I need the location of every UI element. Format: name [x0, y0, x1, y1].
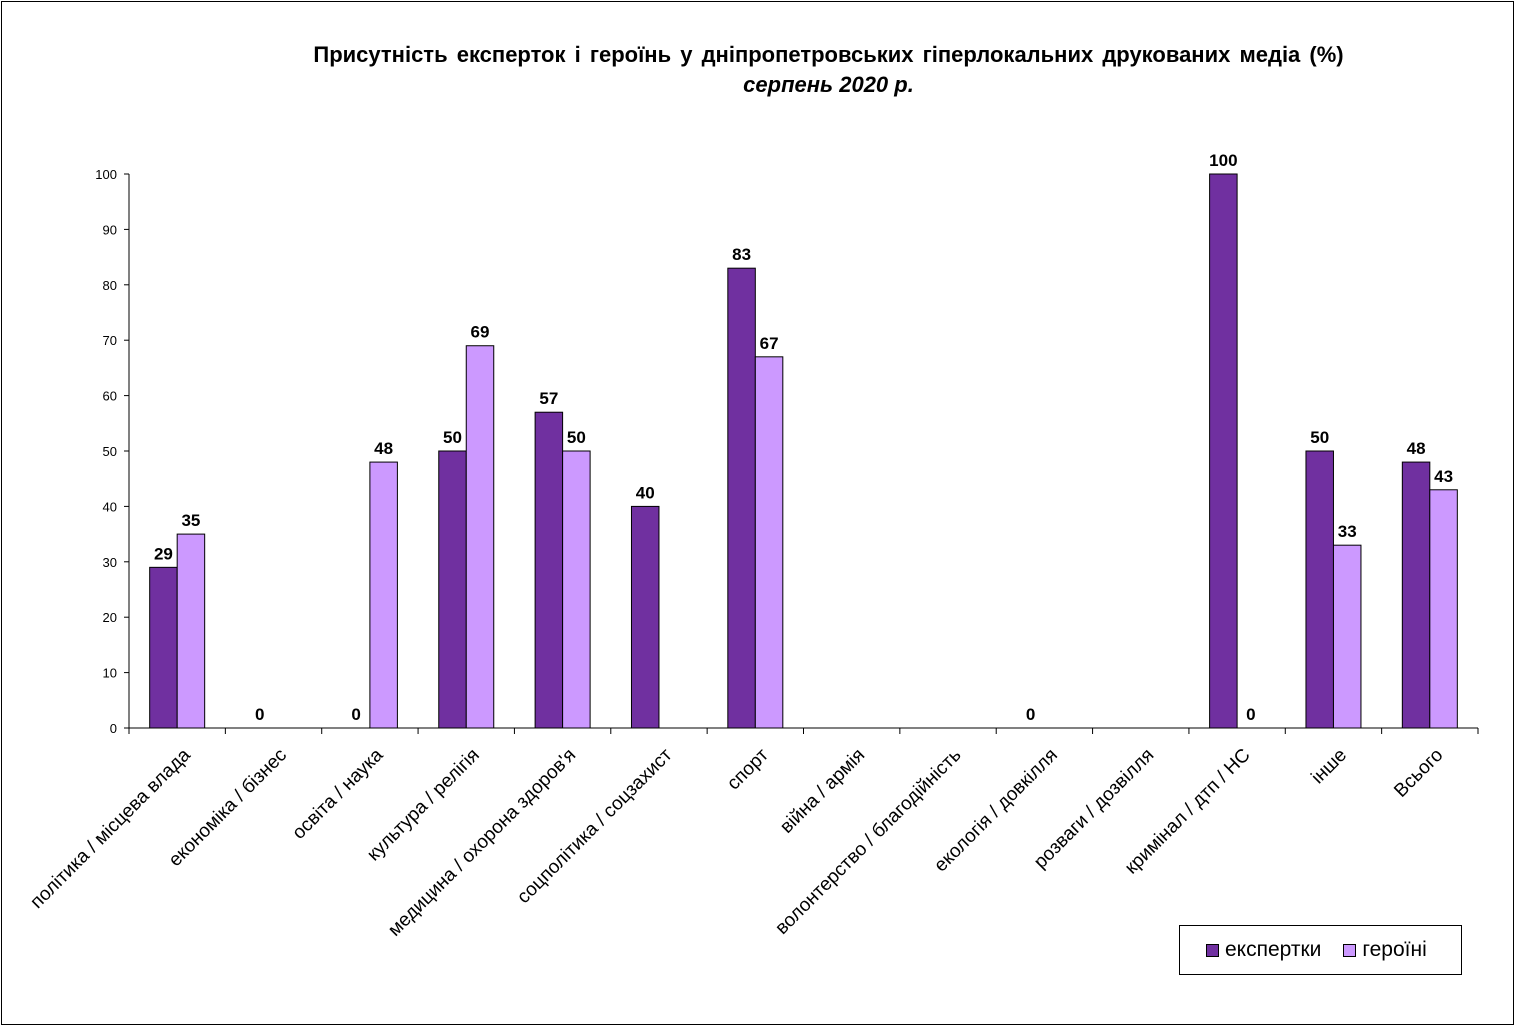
y-tick-label: 60	[103, 389, 117, 404]
data-label-series-2: 35	[181, 511, 200, 530]
y-tick-label: 70	[103, 333, 117, 348]
bar-series-1	[727, 267, 756, 729]
bar-series-1	[630, 505, 660, 729]
y-tick-label: 50	[103, 444, 117, 459]
bar-series-2	[369, 461, 398, 729]
y-tick-label: 30	[103, 555, 117, 570]
y-tick-label: 90	[103, 222, 117, 237]
data-label-series-1: 48	[1407, 439, 1426, 458]
data-label-series-1: 0	[351, 705, 360, 724]
legend-label-series-2: героїні	[1362, 938, 1427, 961]
x-category-label: медицина / охорона здоров'я	[384, 745, 580, 941]
data-label-series-1: 57	[539, 389, 558, 408]
data-label-series-2: 43	[1434, 467, 1453, 486]
data-label-series-1: 50	[1310, 428, 1329, 447]
data-label-series-1: 0	[1026, 705, 1035, 724]
data-label-series-1: 100	[1209, 151, 1237, 170]
x-category-label: війна / армія	[776, 745, 869, 838]
bar-series-1	[1401, 461, 1431, 729]
chart-title-block: Присутність експерток і героїнь у дніпро…	[0, 42, 1517, 98]
chart-bars	[149, 173, 1458, 729]
x-category-label: політика / місцева влада	[26, 744, 195, 913]
chart-subtitle: серпень 2020 р.	[743, 72, 914, 97]
legend-item-series-2: героїні	[1343, 938, 1427, 962]
data-label-series-2: 67	[760, 334, 779, 353]
bar-series-1	[534, 411, 564, 729]
data-label-series-2: 48	[374, 439, 393, 458]
y-tick-label: 40	[103, 499, 117, 514]
x-category-label: спорт	[723, 744, 773, 794]
y-tick-label: 20	[103, 610, 117, 625]
bar-series-2	[465, 345, 495, 729]
data-label-series-1: 50	[443, 428, 462, 447]
bar-series-2	[1429, 489, 1458, 729]
bar-series-1	[1305, 450, 1334, 729]
data-label-series-1: 83	[732, 245, 751, 264]
data-label-series-2: 50	[567, 428, 586, 447]
data-label-series-1: 40	[636, 483, 655, 502]
chart-title: Присутність експерток і героїнь у дніпро…	[313, 42, 1344, 67]
data-label-series-1: 29	[154, 544, 173, 563]
x-category-label: освіта / наука	[288, 744, 387, 843]
bar-series-2	[562, 450, 591, 729]
data-label-series-2: 0	[1246, 705, 1255, 724]
bar-series-1	[438, 450, 467, 729]
legend-item-series-1: експертки	[1206, 938, 1321, 962]
x-category-label: волонтерство / благодійність	[771, 745, 965, 939]
y-tick-label: 100	[95, 167, 117, 182]
chart-data-labels: 29 0 0 50 57 40 83 0 100 50 48 35 48 69 50 67 0 33 43	[154, 151, 1453, 724]
legend: експертки героїні	[1179, 925, 1462, 975]
legend-swatch-series-2	[1343, 943, 1357, 957]
x-category-label: соцполітика / соцзахист	[513, 744, 676, 907]
y-tick-label: 10	[103, 666, 117, 681]
data-label-series-2: 33	[1338, 522, 1357, 541]
bar-series-1	[1209, 173, 1238, 729]
x-category-label: Всього	[1390, 745, 1447, 802]
y-tick-label: 80	[103, 278, 117, 293]
legend-label-series-1: експертки	[1225, 938, 1322, 961]
bar-series-2	[1332, 544, 1362, 729]
data-label-series-2: 69	[471, 323, 490, 342]
y-tick-label: 0	[110, 721, 117, 736]
data-label-series-1: 0	[255, 705, 264, 724]
bar-series-1	[149, 566, 178, 729]
bar-series-2	[754, 356, 784, 729]
bar-series-2	[176, 533, 206, 729]
x-category-label: інше	[1307, 745, 1351, 789]
legend-swatch-series-1	[1206, 943, 1219, 957]
chart-axes: 0 10 20 30 40 50 60 70 80 90 100	[95, 167, 1479, 736]
